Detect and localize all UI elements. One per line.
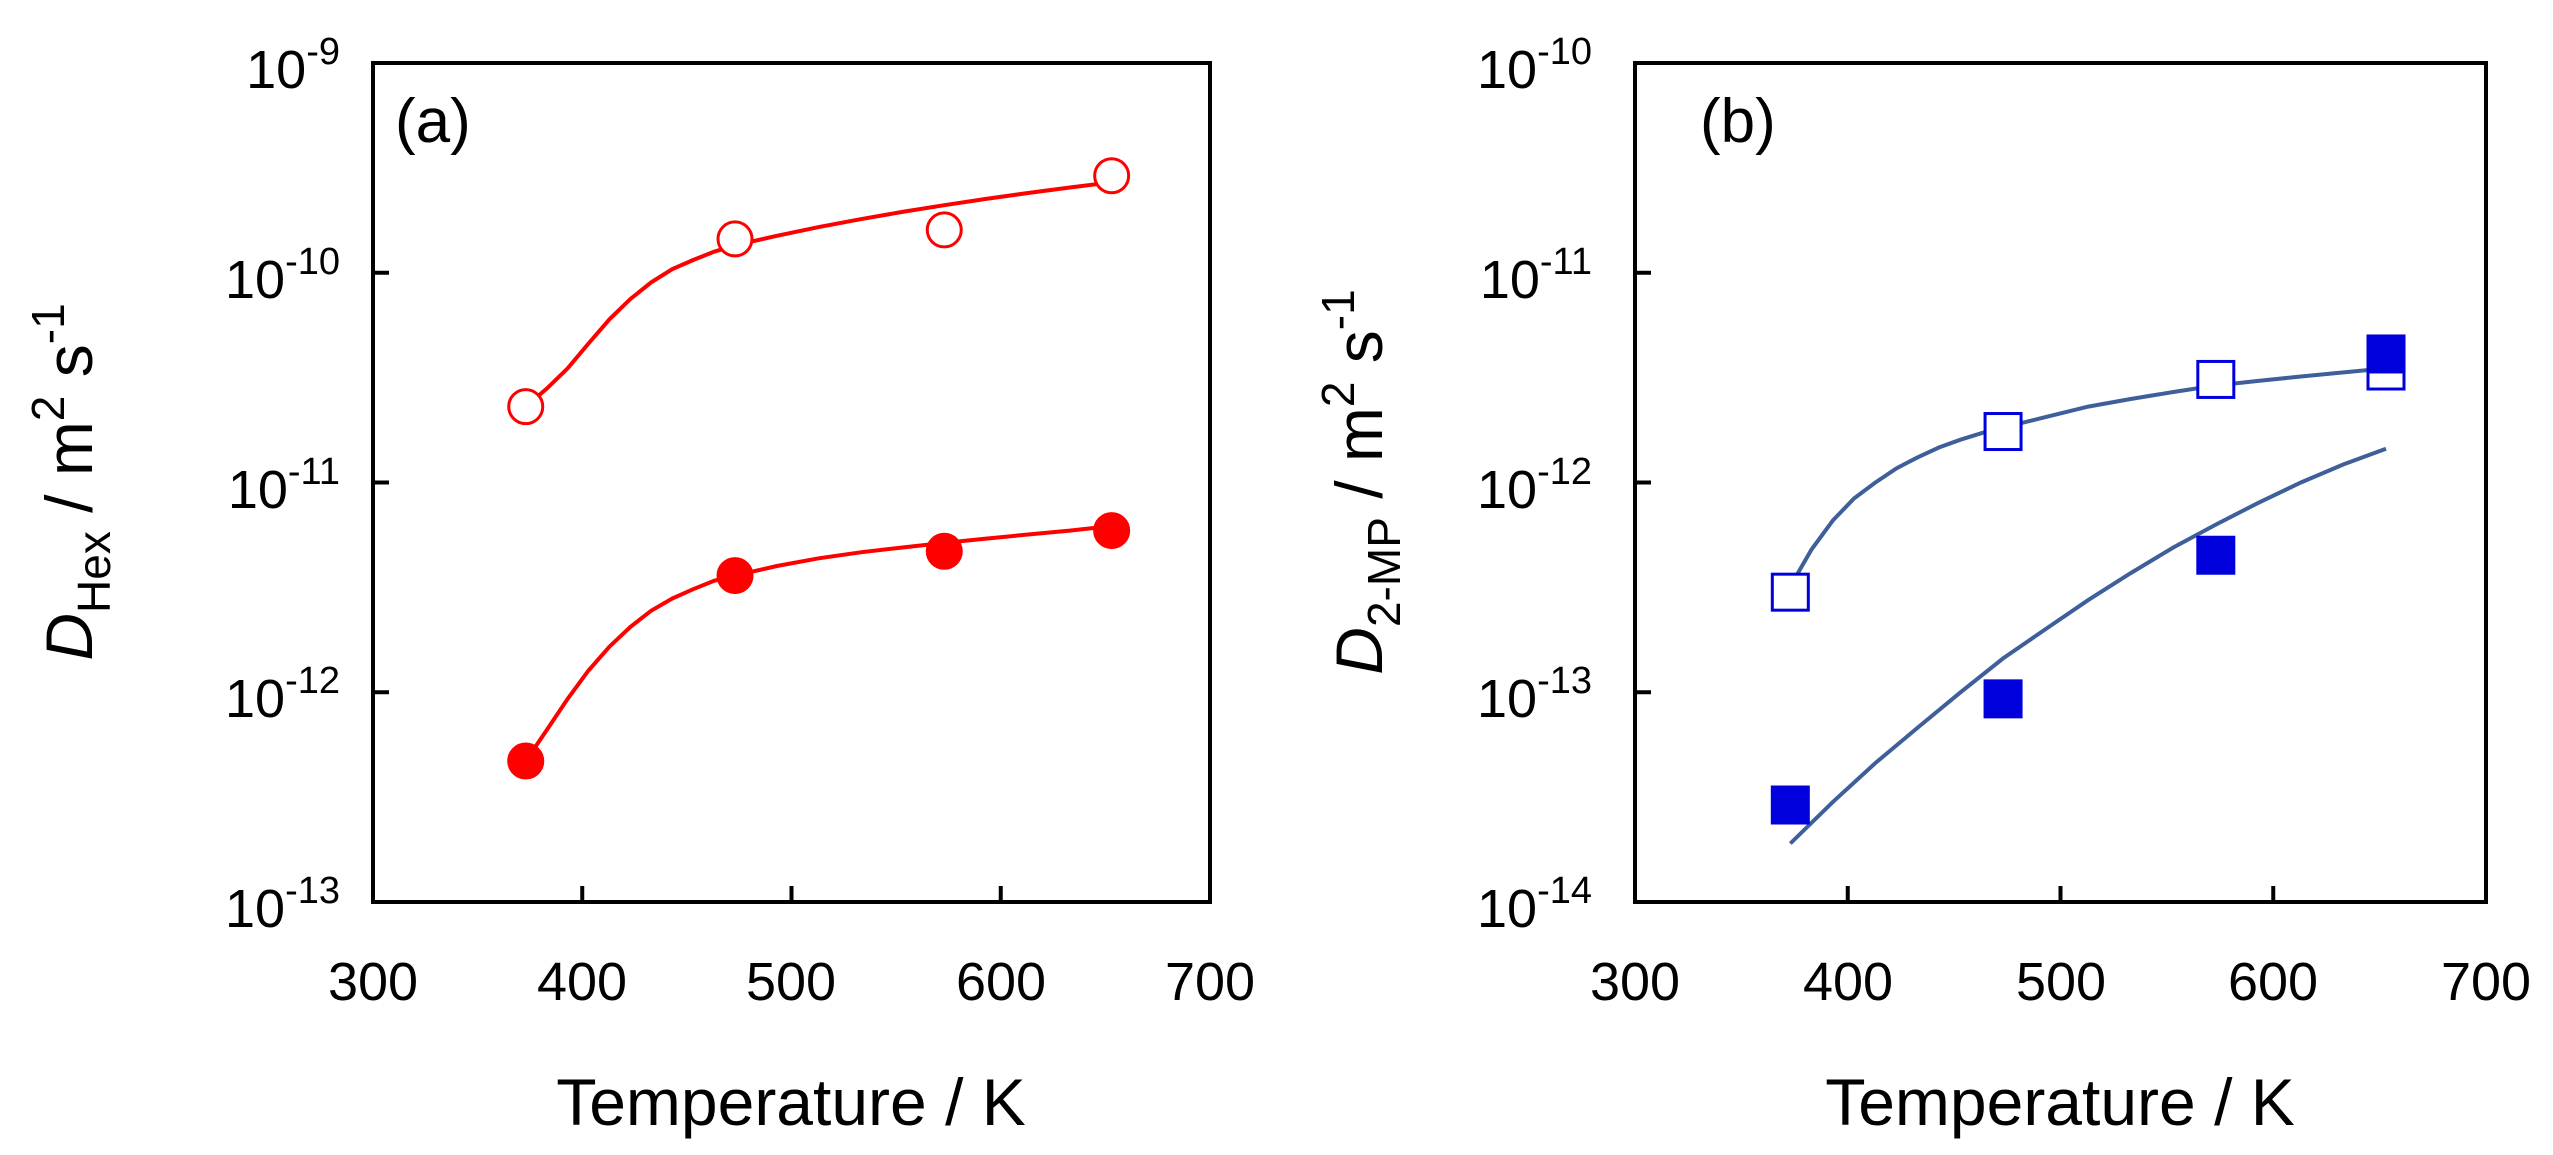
data-point-b-1-1: [1983, 679, 2023, 719]
data-point-b-0-0: [1770, 572, 1810, 612]
y-axis-label-b: D2-MP / m2 s-1: [1312, 289, 1410, 674]
fit-curve-b-0: [1788, 366, 2387, 588]
ticks-b: [1635, 270, 2276, 902]
y-tick-label-b-3: 10-11: [1480, 241, 1592, 310]
x-tick-label-b-1: 400: [1803, 952, 1893, 1012]
panel-label-b: (b): [1700, 87, 1776, 156]
data-point-b-0-1: [1983, 412, 2023, 452]
y-tick-label-a-2: 10-11: [228, 451, 340, 520]
fit-curve-a-0: [524, 180, 1112, 409]
data-point-b-1-0: [1770, 785, 1810, 825]
data-point-a-1-2: [925, 532, 963, 570]
data-point-a-1-3: [1093, 512, 1131, 550]
y-tick-label-b-1: 10-13: [1477, 660, 1592, 729]
fit-curve-b-1: [1788, 446, 2387, 845]
y-tick-label-b-2: 10-12: [1477, 451, 1592, 520]
y-tick-label-a-4: 10-9: [246, 31, 340, 100]
plot-frame-a: [371, 61, 1212, 904]
x-tick-label-a-4: 700: [1165, 952, 1255, 1012]
y-tick-label-a-0: 10-13: [225, 870, 340, 939]
x-tick-label-b-0: 300: [1590, 952, 1680, 1012]
panel-b: 10-14 10-13 10-12 10-11 10-10 300 400 50…: [1312, 31, 2531, 1139]
x-tick-label-a-0: 300: [328, 952, 418, 1012]
x-tick-label-a-3: 600: [956, 952, 1046, 1012]
plot-area-b: [1770, 334, 2406, 845]
x-axis-label-b: Temperature / K: [1825, 1065, 2295, 1139]
data-point-a-0-1: [716, 220, 754, 258]
y-tick-label-b-4: 10-10: [1477, 31, 1592, 100]
y-axis-label-a: DHex / m2 s-1: [22, 303, 120, 660]
x-tick-label-a-1: 400: [537, 952, 627, 1012]
data-point-b-1-3: [2366, 334, 2406, 374]
x-tick-label-b-4: 700: [2441, 952, 2531, 1012]
data-point-a-0-0: [507, 388, 545, 426]
data-point-b-1-2: [2196, 535, 2236, 575]
plot-frame-b: [1633, 61, 2488, 904]
data-point-a-1-1: [716, 557, 754, 595]
y-tick-label-a-3: 10-10: [225, 241, 340, 310]
x-tick-label-b-3: 600: [2228, 952, 2318, 1012]
y-tick-label-b-0: 10-14: [1477, 870, 1592, 939]
ticks-a: [373, 270, 1003, 902]
plot-area-a: [507, 157, 1131, 780]
data-point-a-1-0: [507, 742, 545, 780]
x-tick-label-a-2: 500: [746, 952, 836, 1012]
data-point-a-0-2: [925, 211, 963, 249]
panel-a: 10-13 10-12 10-11 10-10 10-9 300 400 500…: [22, 31, 1255, 1139]
panel-label-a: (a): [395, 87, 471, 156]
fit-curve-a-1: [524, 524, 1112, 763]
x-axis-label-a: Temperature / K: [556, 1065, 1026, 1139]
data-point-b-0-2: [2196, 359, 2236, 399]
y-tick-label-a-1: 10-12: [225, 660, 340, 729]
data-point-a-0-3: [1093, 157, 1131, 195]
x-tick-label-b-2: 500: [2016, 952, 2106, 1012]
